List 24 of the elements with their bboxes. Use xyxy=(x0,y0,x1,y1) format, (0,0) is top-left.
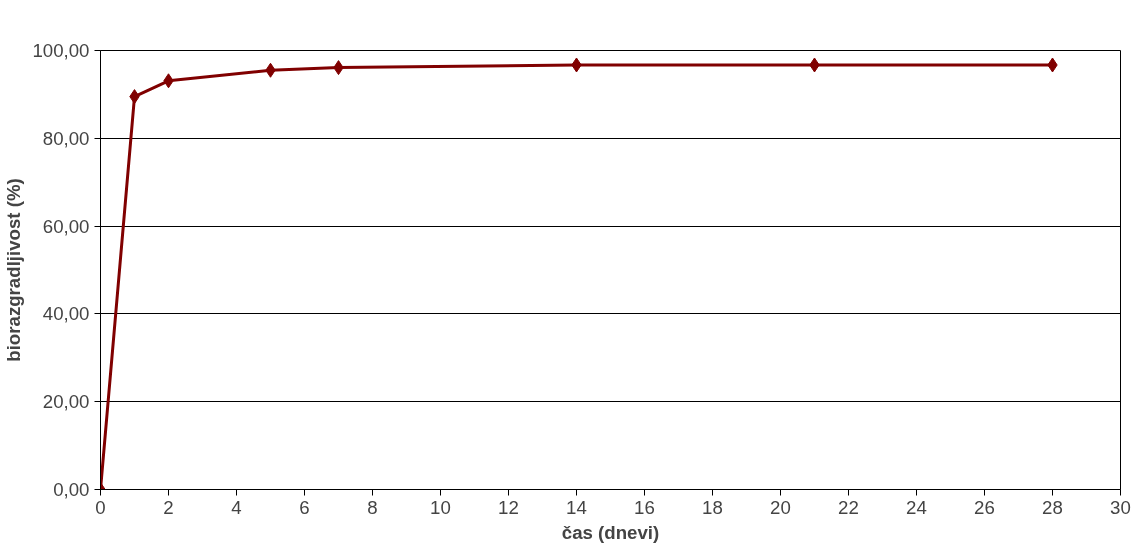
x-tick-label: 26 xyxy=(974,496,995,518)
x-tick-label: 14 xyxy=(566,496,587,518)
x-tick-label: 6 xyxy=(299,496,310,518)
y-tick-label: 40,00 xyxy=(42,303,90,325)
x-tick-label: 30 xyxy=(1110,496,1131,518)
y-tick-label: 100,00 xyxy=(32,40,90,61)
y-tick-label: 0,00 xyxy=(53,479,90,500)
x-tick-label: 2 xyxy=(163,496,174,518)
y-tick-label: 20,00 xyxy=(42,391,90,413)
x-tick-label: 4 xyxy=(231,496,242,518)
x-tick-label: 10 xyxy=(430,496,451,518)
x-tick-label: 16 xyxy=(634,496,655,518)
x-tick-label: 12 xyxy=(498,496,519,518)
y-tick-label: 80,00 xyxy=(42,127,90,149)
x-tick-label: 24 xyxy=(906,496,927,518)
x-tick-label: 18 xyxy=(702,496,723,518)
x-axis-title: čas (dnevi) xyxy=(561,521,660,543)
x-tick-label: 8 xyxy=(367,496,378,518)
y-axis-title: biorazgradljivost (%) xyxy=(3,178,25,362)
x-tick-label: 20 xyxy=(770,496,791,518)
x-tick-label: 0 xyxy=(95,496,106,518)
x-tick-label: 28 xyxy=(1042,496,1063,518)
y-tick-label: 60,00 xyxy=(42,215,90,237)
x-tick-label: 22 xyxy=(838,496,859,518)
